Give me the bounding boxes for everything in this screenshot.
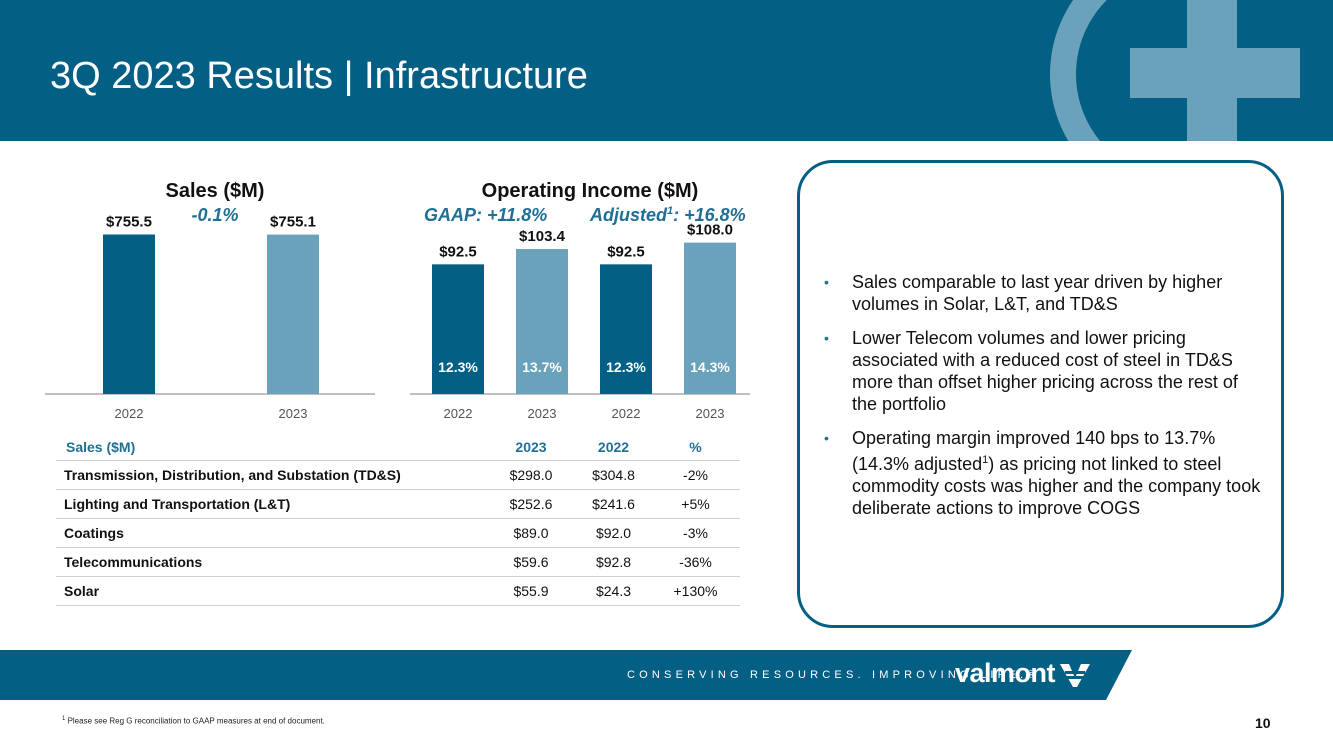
bar <box>684 242 736 394</box>
table-row: Transmission, Distribution, and Substati… <box>56 459 740 489</box>
valmont-logo-text: valmont <box>955 658 1056 688</box>
adjusted-prefix: Adjusted <box>590 205 668 225</box>
margin-label: 12.3% <box>606 359 646 375</box>
summary-bullet-text: Sales comparable to last year driven by … <box>852 272 1223 314</box>
bar <box>267 234 319 394</box>
margin-label: 13.7% <box>522 359 562 375</box>
summary-bullet-text-pre: Operating margin improved 140 bps to 13.… <box>852 428 1216 474</box>
summary-bullet-1: • Sales comparable to last year driven b… <box>822 271 1262 315</box>
sales-2022: $241.6 <box>576 488 651 518</box>
table-row: Telecommunications $59.6 $92.8 -36% <box>56 546 740 576</box>
sales-2023: $59.6 <box>486 546 576 576</box>
sales-2023: $298.0 <box>486 459 576 489</box>
operating-income-chart-title: Operating Income ($M) <box>481 180 699 202</box>
footnote-marker: 1 <box>62 716 66 722</box>
table-header-pct: % <box>689 438 702 455</box>
sales-2022: $24.3 <box>576 575 651 606</box>
sales-2023: $89.0 <box>486 517 576 547</box>
footnote-text: Please see Reg G reconciliation to GAAP … <box>65 716 325 726</box>
sales-2022: $304.8 <box>576 459 651 489</box>
sales-change-pct: -3% <box>651 517 740 547</box>
bar <box>516 249 568 394</box>
sales-change-pct: +130% <box>651 575 740 606</box>
summary-bullet-3: • Operating margin improved 140 bps to 1… <box>822 427 1262 519</box>
page-number: 10 <box>1255 715 1271 731</box>
x-tick-label: 2023 <box>528 406 557 421</box>
bar-value-label: $103.4 <box>519 228 566 245</box>
summary-bullet-2: • Lower Telecom volumes and lower pricin… <box>822 327 1262 415</box>
bar <box>103 234 155 394</box>
valmont-circle-plus-icon <box>1050 0 1300 141</box>
valmont-v-icon <box>1060 664 1090 687</box>
bar-value-label: $92.5 <box>607 243 645 260</box>
summary-bullet-text-post: ) as pricing not linked to steel commodi… <box>852 454 1261 518</box>
adjusted-footnote-marker: 1 <box>667 205 674 217</box>
footnote-marker: 1 <box>982 454 989 466</box>
bullet-icon: • <box>824 330 829 346</box>
table-row: Solar $55.9 $24.3 +130% <box>56 575 740 606</box>
bar-value-label: $755.5 <box>106 214 152 231</box>
bullet-icon: • <box>824 430 829 446</box>
bullet-icon: • <box>824 274 829 290</box>
footnote: 1 Please see Reg G reconciliation to GAA… <box>62 716 325 726</box>
footer-band <box>0 650 1132 700</box>
sales-2023: $252.6 <box>486 488 576 518</box>
table-row: Lighting and Transportation (L&T) $252.6… <box>56 488 740 518</box>
summary-box: • Sales comparable to last year driven b… <box>797 160 1284 628</box>
sales-2022: $92.8 <box>576 546 651 576</box>
bar-value-label: $108.0 <box>687 222 733 239</box>
sales-change-pct: -36% <box>651 546 740 576</box>
bar <box>432 264 484 394</box>
summary-list: • Sales comparable to last year driven b… <box>822 271 1262 531</box>
sales-2022: $92.0 <box>576 517 651 547</box>
table-row: Coatings $89.0 $92.0 -3% <box>56 517 740 547</box>
margin-label: 14.3% <box>690 359 730 375</box>
table-header-2022: 2022 <box>597 438 630 455</box>
tagline: CONSERVING RESOURCES. IMPROVING LIFE.® <box>627 669 1040 681</box>
bar-value-label: $92.5 <box>439 243 477 260</box>
adjusted-change-label: Adjusted1: +16.8% <box>590 205 746 226</box>
sales-chart-title: Sales ($M) <box>165 180 265 202</box>
segment-name: Lighting and Transportation (L&T) <box>56 488 486 518</box>
segment-name: Coatings <box>56 517 486 547</box>
x-tick-label: 2022 <box>444 406 473 421</box>
x-tick-label: 2023 <box>696 406 725 421</box>
segment-name: Transmission, Distribution, and Substati… <box>56 459 486 489</box>
header-banner: 3Q 2023 Results | Infrastructure <box>0 0 1333 141</box>
bar-value-label: $755.1 <box>270 214 316 231</box>
sales-change-pct: -2% <box>651 459 740 489</box>
x-tick-label: 2023 <box>279 406 308 421</box>
bar <box>600 264 652 394</box>
summary-bullet-text: Lower Telecom volumes and lower pricing … <box>852 328 1238 414</box>
table-header-row: Sales ($M) 2023 2022 % <box>56 434 740 460</box>
adjusted-suffix: : +16.8% <box>673 205 746 225</box>
x-tick-label: 2022 <box>115 406 144 421</box>
sales-chart-change: -0.1% <box>191 205 239 225</box>
table-header-2023: 2023 <box>515 438 547 455</box>
page-title: 3Q 2023 Results | Infrastructure <box>50 55 588 97</box>
sales-segment-table: Sales ($M) 2023 2022 % Transmission, Dis… <box>56 434 740 606</box>
gaap-change-label: GAAP: +11.8% <box>424 205 548 225</box>
x-tick-label: 2022 <box>612 406 641 421</box>
table-header-segment: Sales ($M) <box>66 438 136 455</box>
sales-change-pct: +5% <box>651 488 740 518</box>
sales-2023: $55.9 <box>486 575 576 606</box>
segment-name: Solar <box>56 575 486 606</box>
segment-name: Telecommunications <box>56 546 486 576</box>
margin-label: 12.3% <box>438 359 478 375</box>
